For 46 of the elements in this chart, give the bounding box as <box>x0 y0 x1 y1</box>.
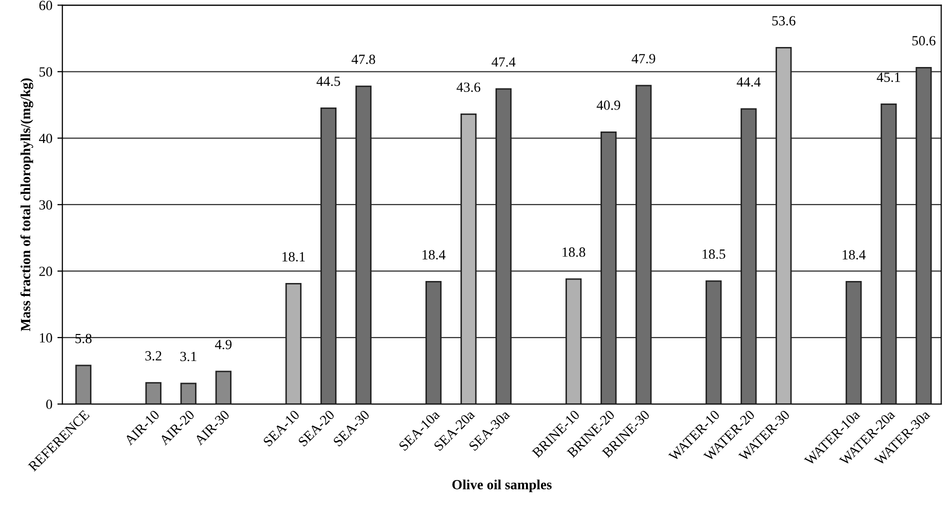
data-label: 44.4 <box>736 77 761 87</box>
bar <box>740 108 757 404</box>
data-label: 3.2 <box>145 351 162 361</box>
bar <box>215 370 232 404</box>
data-label: 4.9 <box>215 340 232 350</box>
y-tick-label: 30 <box>39 200 52 210</box>
bar <box>706 280 722 404</box>
y-axis-title: Mass fraction of total chlorophylls/(mg/kg) <box>20 78 34 332</box>
data-label: 53.6 <box>772 16 796 26</box>
bar <box>636 84 652 404</box>
bar <box>75 364 92 404</box>
y-tick-label: 50 <box>40 67 52 77</box>
bar <box>460 114 477 404</box>
bar <box>425 281 442 404</box>
y-tick-label: 10 <box>40 333 52 343</box>
bar <box>145 382 162 404</box>
data-label: 3.1 <box>180 352 196 362</box>
bar <box>320 108 337 404</box>
data-label: 18.4 <box>842 250 866 260</box>
bar <box>846 281 862 404</box>
data-label: 43.6 <box>456 82 480 92</box>
data-label: 44.5 <box>316 76 340 86</box>
bar <box>355 86 372 404</box>
data-label: 47.9 <box>632 54 656 64</box>
data-label: 18.4 <box>422 250 446 260</box>
data-label: 50.6 <box>912 36 936 46</box>
y-tick-label: 40 <box>39 134 52 144</box>
y-tick-label: 20 <box>39 266 52 276</box>
bar <box>566 278 582 404</box>
bar <box>496 88 512 404</box>
bar <box>285 283 302 404</box>
data-label: 18.8 <box>562 247 586 257</box>
bar <box>880 104 897 404</box>
data-label: 45.1 <box>876 72 900 82</box>
bar <box>776 47 792 404</box>
data-label: 47.4 <box>492 57 516 67</box>
bar <box>180 382 196 404</box>
bar <box>916 66 932 404</box>
y-tick-label: 0 <box>46 400 52 409</box>
x-axis-title: Olive oil samples <box>452 480 552 492</box>
data-label: 18.1 <box>282 252 305 262</box>
y-tick-label: 60 <box>39 0 52 10</box>
bar <box>600 131 617 404</box>
data-label: 47.8 <box>352 54 376 64</box>
data-label: 40.9 <box>596 100 620 110</box>
data-label: 18.5 <box>702 249 726 259</box>
